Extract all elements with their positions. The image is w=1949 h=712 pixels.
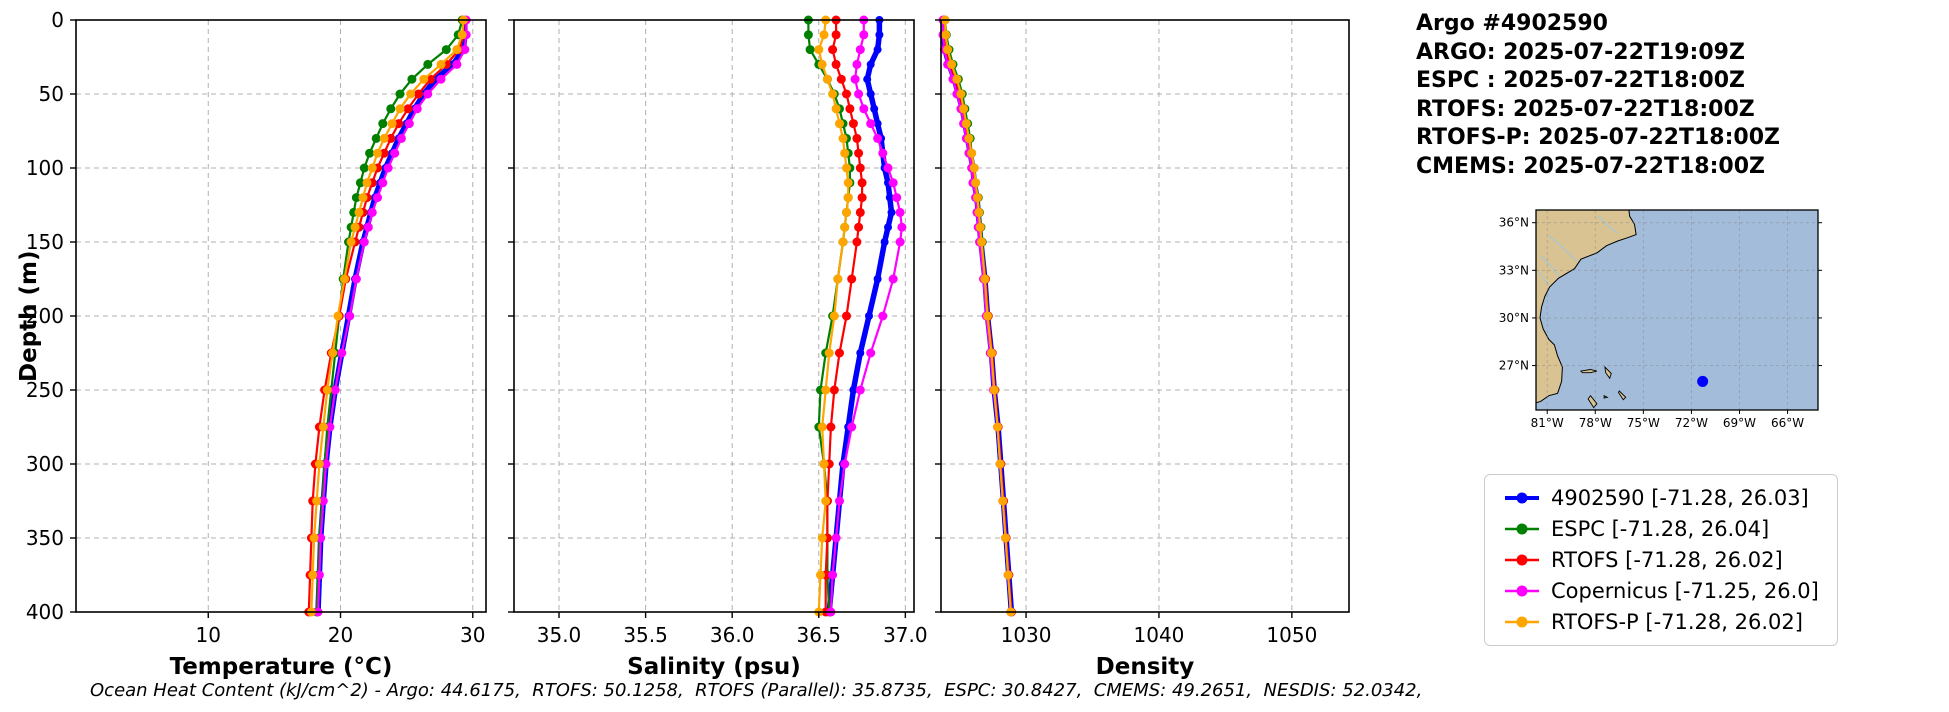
panel-temperature: 10 20 30050100150200250300350400Temperatur… <box>26 8 487 680</box>
legend-label: Copernicus [-71.25, 26.0] <box>1551 579 1819 603</box>
density-axis-label: Density <box>1096 654 1195 680</box>
panel-salinity: 35.0 35.5 36.0 36.5 37.0 Salinity (psu) <box>508 15 928 680</box>
rtofs-timestamp: RTOFS: 2025-07-22T18:00Z <box>1416 96 1755 122</box>
argo-timestamp: ARGO: 2025-07-22T19:09Z <box>1416 39 1745 65</box>
rtofsp-timestamp: RTOFS-P: 2025-07-22T18:00Z <box>1416 125 1780 151</box>
svg-text:35.5: 35.5 <box>623 623 668 647</box>
legend-label: RTOFS [-71.28, 26.02] <box>1551 548 1783 572</box>
svg-text:50: 50 <box>39 82 64 106</box>
svg-text:36°N: 36°N <box>1499 216 1529 230</box>
svg-text:150: 150 <box>26 230 64 254</box>
legend-marker-Copernicus <box>1505 585 1539 597</box>
temperature-axis-label: Temperature (°C) <box>170 654 393 680</box>
espc-timestamp: ESPC : 2025-07-22T18:00Z <box>1416 68 1745 94</box>
legend-label: RTOFS-P [-71.28, 26.02] <box>1551 610 1803 634</box>
svg-text:0: 0 <box>51 8 64 32</box>
legend-label: 4902590 [-71.28, 26.03] <box>1551 486 1809 510</box>
svg-text:20: 20 <box>328 623 353 647</box>
legend-entry-RTOFS-P: RTOFS-P [-71.28, 26.02] <box>1503 610 1819 634</box>
svg-text:66°W: 66°W <box>1771 416 1804 430</box>
svg-text:36.0: 36.0 <box>710 623 755 647</box>
svg-text:250: 250 <box>26 378 64 402</box>
cmems-timestamp: CMEMS: 2025-07-22T18:00Z <box>1416 153 1765 179</box>
legend-label: ESPC [-71.28, 26.04] <box>1551 517 1770 541</box>
svg-text:30: 30 <box>460 623 485 647</box>
legend-entry-Copernicus: Copernicus [-71.25, 26.0] <box>1503 579 1819 603</box>
legend-marker-4902590 <box>1505 492 1539 504</box>
svg-text:81°W: 81°W <box>1531 416 1564 430</box>
legend-marker-RTOFS <box>1505 554 1539 566</box>
location-map: 81°W 78°W 75°W 72°W 69°W 66°W 36°N 33°N 30°N 27°N <box>1496 208 1832 450</box>
svg-text:200: 200 <box>26 304 64 328</box>
svg-text:1040: 1040 <box>1134 623 1185 647</box>
svg-text:30°N: 30°N <box>1499 311 1529 325</box>
svg-text:1050: 1050 <box>1266 623 1317 647</box>
info-header: Argo #4902590 ARGO: 2025-07-22T19:09Z ES… <box>1416 10 1780 182</box>
legend-entry-ESPC: ESPC [-71.28, 26.04] <box>1503 517 1819 541</box>
legend-marker-RTOFS-P <box>1505 616 1539 628</box>
svg-text:35.0: 35.0 <box>537 623 582 647</box>
coastline-land <box>1536 210 1637 404</box>
svg-text:33°N: 33°N <box>1499 263 1529 277</box>
ocean-heat-content-note: Ocean Heat Content (kJ/cm^2) - Argo: 44.… <box>90 680 1423 701</box>
svg-text:27°N: 27°N <box>1499 359 1529 373</box>
svg-text:350: 350 <box>26 526 64 550</box>
argo-float-id: Argo #4902590 <box>1416 11 1608 36</box>
panel-density: 1030 1040 1050 Density <box>935 15 1350 680</box>
svg-text:75°W: 75°W <box>1627 416 1660 430</box>
svg-text:400: 400 <box>26 600 64 624</box>
legend: 4902590 [-71.28, 26.03] ESPC [-71.28, 26.… <box>1484 474 1838 646</box>
svg-text:36.5: 36.5 <box>796 623 841 647</box>
svg-text:69°W: 69°W <box>1723 416 1756 430</box>
svg-text:37.0: 37.0 <box>883 623 928 647</box>
svg-text:1030: 1030 <box>1001 623 1052 647</box>
legend-entry-4902590: 4902590 [-71.28, 26.03] <box>1503 486 1819 510</box>
svg-text:100: 100 <box>26 156 64 180</box>
svg-text:78°W: 78°W <box>1579 416 1612 430</box>
svg-text:300: 300 <box>26 452 64 476</box>
argo-location-dot <box>1697 375 1709 387</box>
legend-marker-ESPC <box>1505 523 1539 535</box>
svg-text:10: 10 <box>196 623 221 647</box>
legend-entry-RTOFS: RTOFS [-71.28, 26.02] <box>1503 548 1819 572</box>
svg-text:72°W: 72°W <box>1675 416 1708 430</box>
salinity-axis-label: Salinity (psu) <box>627 654 801 680</box>
